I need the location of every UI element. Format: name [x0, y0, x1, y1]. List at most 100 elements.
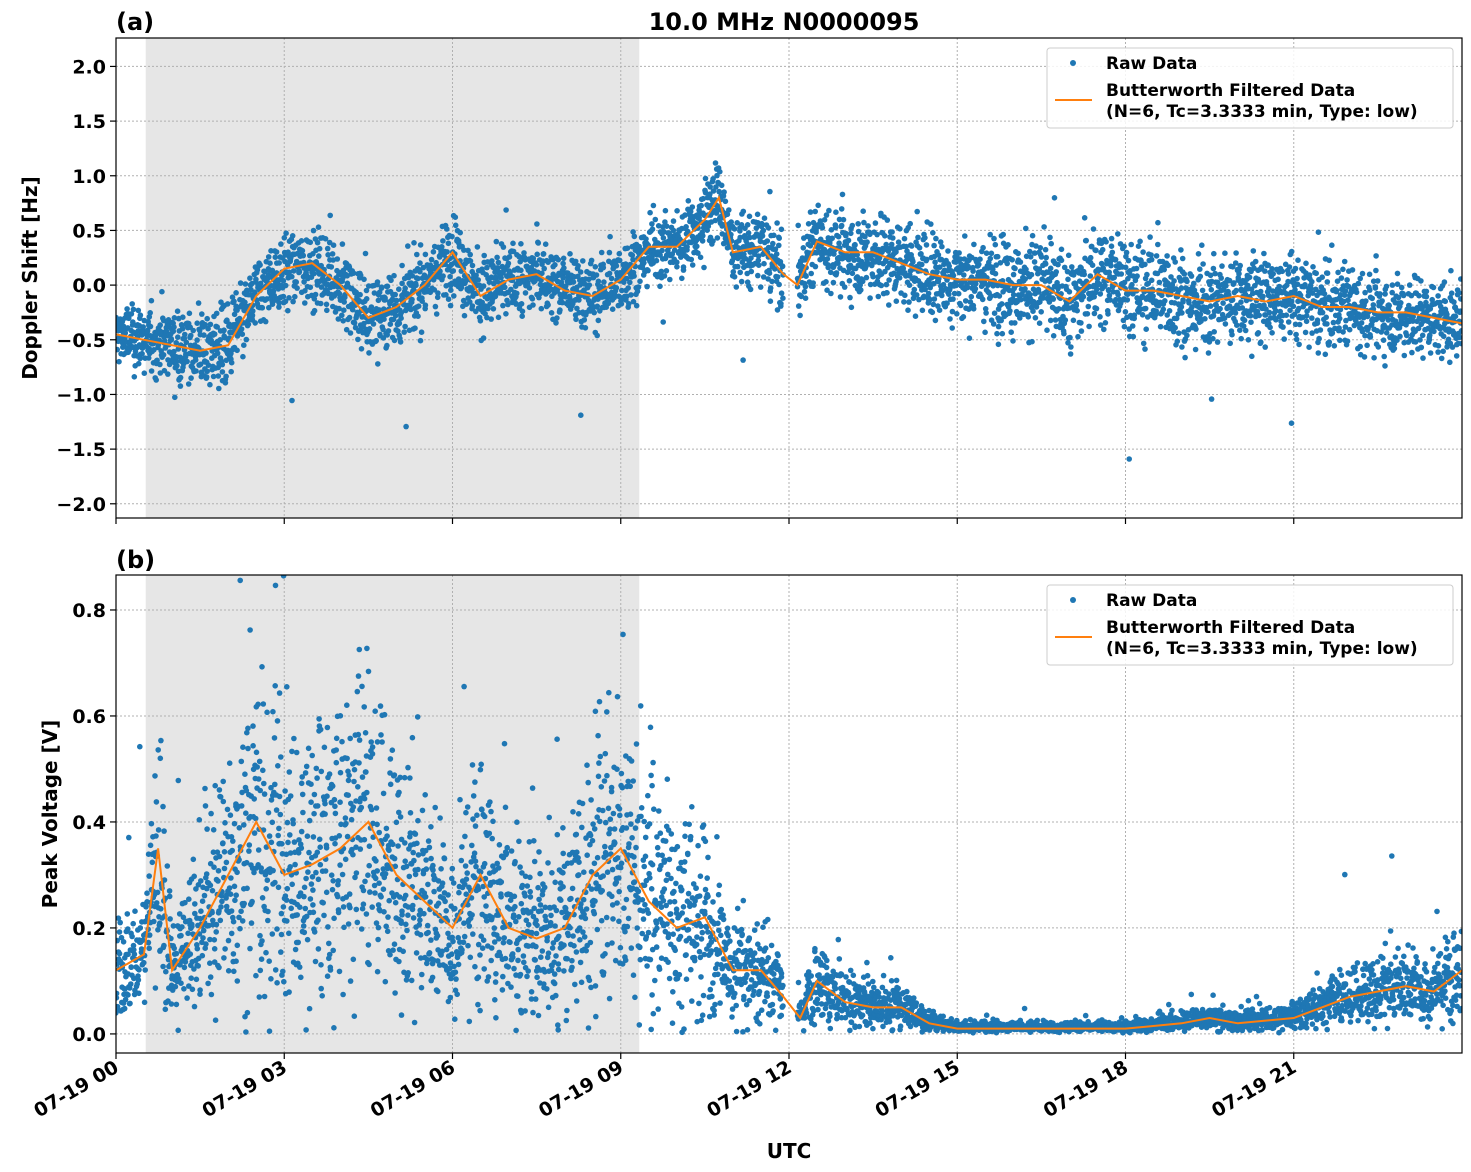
raw-data-point [1124, 297, 1131, 303]
raw-data-point [1314, 317, 1321, 324]
raw-data-point [946, 263, 952, 270]
raw-data-point [1179, 310, 1185, 316]
raw-data-point [962, 233, 968, 239]
raw-data-point [277, 811, 284, 818]
raw-data-point [924, 256, 930, 263]
raw-data-point [983, 250, 990, 256]
raw-data-point [495, 314, 502, 321]
raw-data-point [886, 302, 892, 308]
raw-data-point [166, 888, 173, 894]
raw-data-point [977, 256, 983, 263]
raw-data-point [1293, 331, 1299, 338]
raw-data-point [1068, 344, 1074, 350]
raw-data-point [1018, 296, 1024, 303]
raw-data-point [1048, 240, 1054, 247]
raw-data-point [1046, 292, 1052, 298]
raw-data-point [740, 357, 746, 363]
raw-data-point [535, 240, 542, 246]
raw-data-point [227, 891, 234, 897]
raw-data-point [278, 754, 284, 760]
raw-data-point [987, 231, 993, 238]
raw-data-point [701, 264, 707, 271]
raw-data-point [1117, 300, 1124, 307]
raw-data-point [276, 825, 282, 832]
raw-data-point [961, 272, 967, 278]
raw-data-point [199, 311, 205, 317]
raw-data-point [971, 241, 977, 248]
raw-data-point [988, 250, 995, 257]
raw-data-point [737, 234, 743, 241]
raw-data-point [595, 278, 602, 285]
raw-data-point [289, 397, 295, 404]
raw-data-point [274, 718, 281, 724]
raw-data-point [178, 932, 184, 939]
raw-data-point [833, 209, 839, 215]
raw-data-point [1265, 262, 1271, 268]
raw-data-point [1010, 338, 1016, 344]
raw-data-point [263, 949, 269, 956]
raw-data-point [269, 267, 276, 274]
raw-data-point [735, 263, 741, 270]
raw-data-point [214, 849, 221, 855]
raw-data-point [553, 320, 559, 326]
raw-data-point [316, 253, 322, 259]
raw-data-point [767, 298, 774, 305]
raw-data-point [335, 316, 342, 322]
raw-data-point [286, 989, 292, 995]
raw-data-point [264, 296, 270, 302]
raw-data-point [184, 995, 190, 1001]
raw-data-point [1179, 344, 1185, 350]
raw-data-point [1214, 339, 1221, 345]
raw-data-point [307, 284, 314, 291]
raw-data-point [1238, 299, 1244, 306]
raw-data-point [275, 884, 282, 891]
raw-data-point [586, 276, 592, 283]
raw-data-point [1321, 300, 1328, 307]
raw-data-point [1292, 321, 1299, 328]
raw-data-point [710, 176, 716, 182]
raw-data-point [500, 244, 507, 250]
raw-data-point [572, 258, 579, 265]
raw-data-point [554, 315, 560, 321]
raw-data-point [953, 282, 959, 289]
raw-data-point [970, 268, 976, 274]
raw-data-point [357, 291, 363, 298]
raw-data-point [982, 329, 988, 336]
raw-data-point [928, 221, 934, 227]
raw-data-point [329, 251, 336, 257]
raw-data-point [276, 690, 283, 696]
raw-data-point [1205, 350, 1212, 356]
raw-data-point [922, 235, 928, 241]
raw-data-point [283, 851, 290, 858]
raw-data-point [860, 208, 866, 214]
raw-data-point [970, 302, 977, 309]
raw-data-point [605, 300, 612, 307]
raw-data-point [197, 915, 204, 922]
raw-data-point [530, 255, 537, 262]
raw-data-point [628, 292, 634, 298]
raw-data-point [1229, 331, 1235, 338]
raw-data-point [807, 209, 814, 215]
raw-data-point [1212, 270, 1218, 277]
raw-data-point [1236, 270, 1242, 277]
raw-data-point [302, 300, 308, 306]
raw-data-point [194, 320, 200, 327]
raw-data-point [158, 737, 164, 744]
raw-data-point [1315, 350, 1322, 356]
raw-data-point [847, 246, 854, 252]
raw-data-point [1394, 281, 1401, 288]
raw-data-point [412, 325, 418, 332]
raw-data-point [161, 828, 167, 834]
chart-title: 10.0 MHz N0000095 [649, 8, 920, 36]
raw-data-point [192, 901, 198, 907]
raw-data-point [117, 919, 123, 926]
raw-data-point [422, 251, 429, 258]
raw-data-point [153, 799, 160, 805]
raw-data-point [1065, 252, 1072, 259]
raw-data-point [247, 945, 253, 952]
raw-data-point [269, 301, 276, 308]
raw-data-point [1093, 305, 1100, 312]
raw-data-point [263, 886, 270, 892]
raw-data-point [606, 249, 613, 256]
raw-data-point [203, 871, 210, 877]
